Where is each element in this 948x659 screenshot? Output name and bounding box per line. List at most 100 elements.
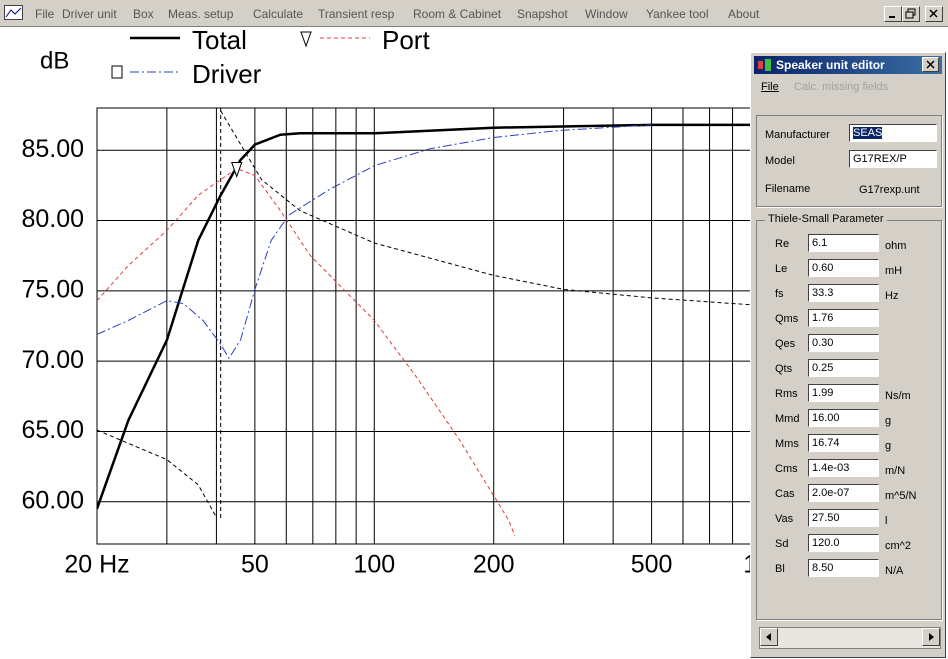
- param-value: 27.50: [812, 512, 840, 524]
- identity-group: [756, 115, 942, 207]
- param-label: Vas: [775, 513, 794, 525]
- param-input[interactable]: 16.74: [808, 434, 879, 452]
- series-line: [97, 123, 753, 510]
- restore-button[interactable]: [902, 6, 920, 22]
- param-input[interactable]: 0.30: [808, 334, 879, 352]
- param-label: Cms: [775, 463, 798, 475]
- param-input[interactable]: 33.3: [808, 284, 879, 302]
- menu-item[interactable]: About: [728, 7, 760, 21]
- param-label: Mmd: [775, 413, 800, 425]
- param-value: 8.50: [812, 562, 834, 574]
- param-value: 33.3: [812, 287, 834, 299]
- x-tick-label: 500: [631, 551, 673, 579]
- param-unit: m/N: [885, 465, 906, 477]
- menu-item[interactable]: File: [35, 7, 55, 21]
- param-input[interactable]: 8.50: [808, 559, 879, 577]
- speaker-unit-editor: Speaker unit editor File Calc. missing f…: [750, 52, 946, 658]
- menu-item[interactable]: Meas. setup: [168, 7, 234, 21]
- param-label: Rms: [775, 388, 798, 400]
- param-unit: m^5/N: [885, 490, 917, 502]
- param-label: Le: [775, 263, 788, 275]
- menu-item[interactable]: Snapshot: [517, 7, 568, 21]
- param-input[interactable]: 16.00: [808, 409, 879, 427]
- menu-item[interactable]: Box: [133, 7, 154, 21]
- menu-item[interactable]: Yankee tool: [646, 7, 709, 21]
- editor-close-button[interactable]: [922, 57, 939, 72]
- y-tick-label: 80.00: [21, 205, 84, 233]
- model-input[interactable]: G17REX/P: [849, 150, 937, 168]
- plot-frame: [96, 107, 772, 545]
- series-line: [220, 110, 753, 306]
- menu-item[interactable]: Calculate: [253, 7, 304, 21]
- x-tick-label: 200: [473, 551, 515, 579]
- param-input[interactable]: 6.1: [808, 234, 879, 252]
- param-value: 0.60: [812, 262, 834, 274]
- param-value: 1.76: [812, 312, 834, 324]
- x-tick-label: 20 Hz: [64, 551, 129, 579]
- y-tick-label: 85.00: [21, 135, 84, 163]
- param-input[interactable]: 1.99: [808, 384, 879, 402]
- param-unit: g: [885, 415, 892, 427]
- manufacturer-input[interactable]: SEAS: [849, 124, 937, 142]
- param-label: fs: [775, 288, 784, 300]
- scroll-right[interactable]: [922, 628, 940, 646]
- editor-icon: [758, 59, 771, 71]
- editor-menu-calc: Calc. missing fields: [794, 81, 889, 93]
- menu-item[interactable]: Window: [585, 7, 628, 21]
- param-value: 0.25: [812, 362, 834, 374]
- param-value: 1.4e-03: [812, 462, 850, 474]
- param-label: Bl: [775, 563, 785, 575]
- y-axis-label: dB: [40, 47, 69, 74]
- param-label: Qes: [775, 338, 796, 350]
- legend-marker: [111, 65, 123, 79]
- editor-title: Speaker unit editor: [776, 58, 885, 72]
- model-label: Model: [765, 155, 795, 167]
- scrollbar[interactable]: [759, 627, 941, 649]
- series-line: [97, 429, 217, 518]
- menu-item[interactable]: Room & Cabinet: [413, 7, 502, 21]
- app-icon: [4, 5, 23, 20]
- minimize-button[interactable]: [884, 6, 902, 22]
- series-line: [97, 167, 516, 536]
- scroll-left[interactable]: [760, 628, 778, 646]
- menu-item[interactable]: Driver unit: [62, 7, 117, 21]
- param-label: Re: [775, 238, 790, 250]
- series-line: [97, 124, 652, 360]
- param-label: Qms: [775, 313, 799, 325]
- legend-marker: [300, 31, 312, 48]
- legend-label: Total: [192, 25, 247, 55]
- param-unit: ohm: [885, 240, 907, 252]
- param-unit: cm^2: [885, 540, 911, 552]
- param-input[interactable]: 0.60: [808, 259, 879, 277]
- param-unit: Ns/m: [885, 390, 911, 402]
- menu-bar: File Driver unit Box Meas. setup Calculate Tr…: [0, 0, 948, 27]
- param-label: Qts: [775, 363, 793, 375]
- param-input[interactable]: 1.4e-03: [808, 459, 879, 477]
- param-value: 1.99: [812, 387, 834, 399]
- param-value: 16.00: [812, 412, 840, 424]
- x-tick-label: 50: [241, 551, 269, 579]
- filename-label: Filename: [765, 183, 811, 195]
- legend-label: Port: [382, 25, 430, 55]
- ts-group-title: Thiele-Small Parameter: [765, 213, 887, 225]
- param-input[interactable]: 27.50: [808, 509, 879, 527]
- manufacturer-label: Manufacturer: [765, 129, 830, 141]
- y-tick-label: 75.00: [21, 275, 84, 303]
- y-tick-label: 65.00: [21, 416, 84, 444]
- close-button[interactable]: [925, 6, 943, 22]
- param-unit: g: [885, 440, 892, 452]
- filename-value: G17rexp.unt: [859, 184, 920, 196]
- param-input[interactable]: 120.0: [808, 534, 879, 552]
- param-value: 16.74: [812, 437, 840, 449]
- param-input[interactable]: 0.25: [808, 359, 879, 377]
- title-bar: Speaker unit editor: [754, 56, 942, 74]
- param-value: 6.1: [812, 237, 828, 249]
- menu-item[interactable]: Transient resp: [318, 7, 395, 21]
- editor-menu-file[interactable]: File: [761, 81, 779, 93]
- param-input[interactable]: 1.76: [808, 309, 879, 327]
- param-label: Mms: [775, 438, 799, 450]
- port-marker: [231, 161, 243, 178]
- param-input[interactable]: 2.0e-07: [808, 484, 879, 502]
- param-value: 2.0e-07: [812, 487, 850, 499]
- model-value: G17REX/P: [853, 153, 907, 165]
